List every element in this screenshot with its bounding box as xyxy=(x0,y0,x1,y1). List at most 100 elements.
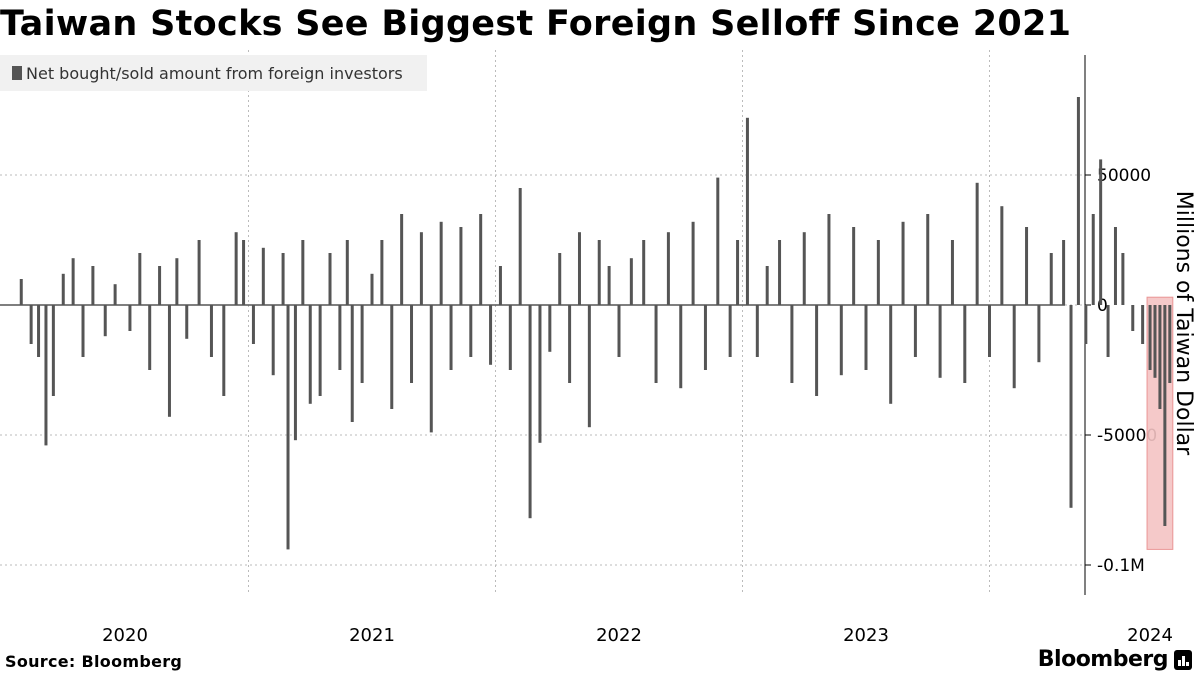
bar xyxy=(1091,214,1095,305)
bar xyxy=(629,258,633,305)
bar xyxy=(852,227,856,305)
bar xyxy=(938,305,942,378)
bar xyxy=(607,266,611,305)
bar xyxy=(167,305,171,417)
bar xyxy=(91,266,95,305)
bar xyxy=(1113,227,1117,305)
bar xyxy=(755,305,759,357)
bar xyxy=(1168,305,1172,383)
bar xyxy=(827,214,831,305)
bar xyxy=(81,305,85,357)
bar xyxy=(390,305,394,409)
bar xyxy=(716,177,720,305)
bar xyxy=(889,305,893,404)
bar xyxy=(498,266,502,305)
x-tick-label: 2021 xyxy=(349,625,395,646)
x-tick-label: 2022 xyxy=(596,625,642,646)
bloomberg-logo-icon xyxy=(1174,650,1192,670)
bar xyxy=(175,258,179,305)
bar xyxy=(128,305,132,331)
bar xyxy=(209,305,213,357)
bar xyxy=(802,232,806,305)
bar xyxy=(1131,305,1135,331)
bar xyxy=(345,240,349,305)
bar xyxy=(1106,305,1110,357)
bar xyxy=(864,305,868,370)
brand-name: Bloomberg xyxy=(1037,647,1169,672)
bar xyxy=(975,182,979,305)
bar xyxy=(950,240,954,305)
bar xyxy=(1163,305,1167,526)
bar xyxy=(469,305,473,357)
x-tick-label: 2023 xyxy=(843,625,889,646)
bar xyxy=(222,305,226,396)
bar xyxy=(765,266,769,305)
bar xyxy=(308,305,312,404)
y-tick-label: -50000 xyxy=(1097,426,1157,446)
bar xyxy=(400,214,404,305)
bar xyxy=(197,240,201,305)
bar xyxy=(518,188,522,305)
bar xyxy=(242,240,246,305)
bar xyxy=(286,305,290,550)
bar xyxy=(148,305,152,370)
bar xyxy=(1062,240,1066,305)
bar xyxy=(597,240,601,305)
bar xyxy=(538,305,542,443)
x-tick-label: 2024 xyxy=(1127,625,1173,646)
bar xyxy=(185,305,189,339)
legend-label: Net bought/sold amount from foreign inve… xyxy=(26,63,403,83)
bar xyxy=(370,273,374,305)
bar xyxy=(1049,253,1053,305)
bar xyxy=(158,266,162,305)
bar xyxy=(489,305,493,365)
bar xyxy=(328,253,332,305)
bar xyxy=(113,284,117,305)
bar xyxy=(380,240,384,305)
bar xyxy=(138,253,142,305)
bar xyxy=(988,305,991,357)
bar xyxy=(61,273,65,305)
bar xyxy=(1069,305,1073,508)
bar xyxy=(419,232,423,305)
bar xyxy=(642,240,646,305)
bar xyxy=(293,305,297,441)
bar xyxy=(548,305,552,352)
source-note: Source: Bloomberg xyxy=(5,652,183,671)
bar xyxy=(839,305,843,376)
bar xyxy=(568,305,572,383)
bar xyxy=(1025,227,1029,305)
bar xyxy=(29,305,33,344)
bar xyxy=(1037,305,1041,363)
bar xyxy=(1158,305,1162,409)
bar xyxy=(790,305,794,383)
bar xyxy=(1084,305,1088,344)
bar xyxy=(410,305,414,383)
bar xyxy=(666,232,670,305)
bar xyxy=(350,305,354,422)
bar xyxy=(429,305,433,433)
y-axis-label: Millions of Taiwan Dollar xyxy=(1171,191,1196,456)
y-tick-label: 0 xyxy=(1097,296,1108,316)
bar xyxy=(901,221,905,305)
bar xyxy=(338,305,342,370)
bar xyxy=(815,305,819,396)
bar xyxy=(1076,97,1080,305)
bar xyxy=(778,240,782,305)
bar xyxy=(19,279,23,305)
chart-title: Taiwan Stocks See Biggest Foreign Sellof… xyxy=(0,4,1072,44)
bar xyxy=(318,305,322,396)
bar xyxy=(459,227,463,305)
bar xyxy=(449,305,453,370)
bar xyxy=(745,117,749,305)
bar xyxy=(1000,206,1004,305)
bar xyxy=(1148,305,1152,370)
bar xyxy=(234,232,238,305)
x-tick-label: 2020 xyxy=(102,625,148,646)
y-tick-label: -0.1M xyxy=(1097,556,1145,576)
bar xyxy=(703,305,707,370)
y-tick-label: 50000 xyxy=(1097,166,1151,186)
bar xyxy=(876,240,880,305)
bar xyxy=(587,305,591,428)
